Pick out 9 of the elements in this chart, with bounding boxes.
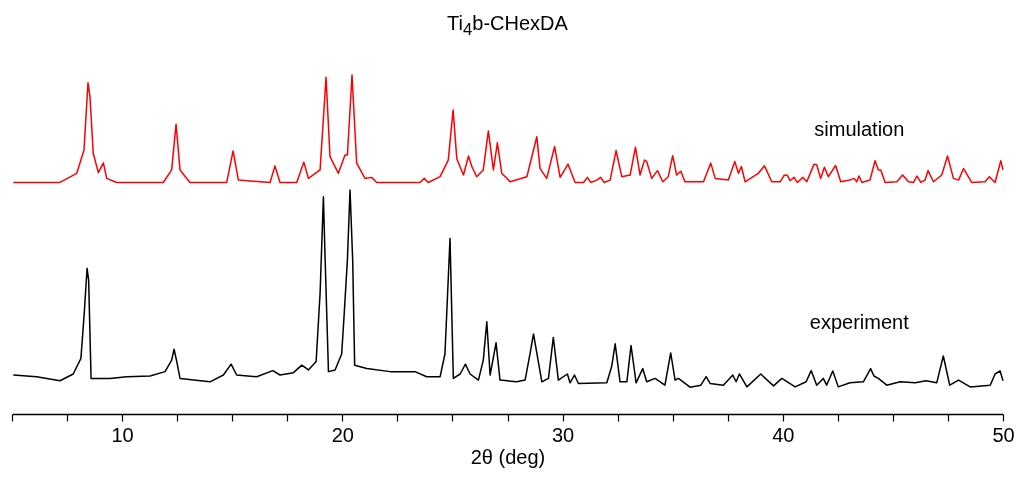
x-tick-label: 20 bbox=[331, 423, 354, 446]
chart-title: Ti$_{4}$b-CHexDA bbox=[446, 12, 569, 40]
series-label: simulation bbox=[814, 118, 905, 141]
x-axis-title: 2θ (deg) bbox=[470, 445, 546, 468]
x-tick-label: 30 bbox=[551, 423, 575, 446]
series-label: experiment bbox=[809, 311, 910, 334]
x-tick-label: 40 bbox=[772, 423, 795, 446]
x-tick-label: 50 bbox=[992, 423, 1015, 446]
x-tick-label: 10 bbox=[111, 423, 134, 446]
